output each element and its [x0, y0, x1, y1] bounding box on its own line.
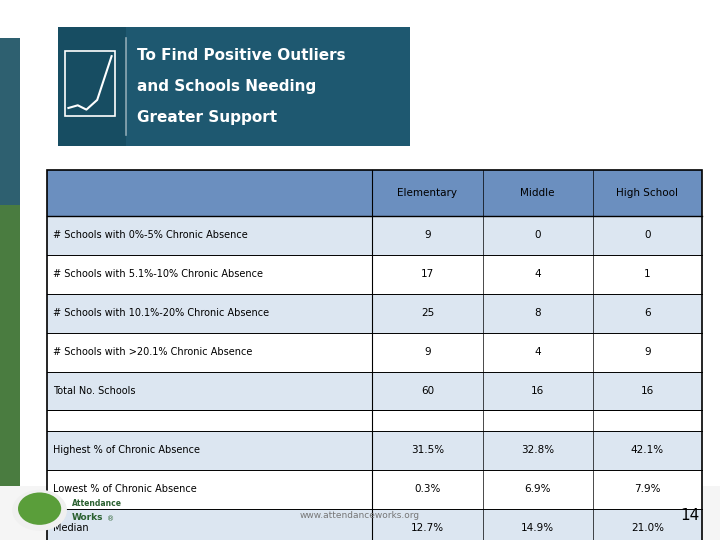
Text: Middle: Middle: [521, 188, 555, 198]
Bar: [47, 410, 702, 431]
Bar: [47, 372, 702, 410]
Text: 25: 25: [421, 308, 434, 318]
Text: 6.9%: 6.9%: [524, 484, 551, 494]
Text: 0: 0: [534, 231, 541, 240]
Text: 14: 14: [680, 508, 700, 523]
Circle shape: [18, 492, 61, 525]
Text: 0.3%: 0.3%: [414, 484, 441, 494]
Text: 6: 6: [644, 308, 651, 318]
Text: 60: 60: [421, 386, 434, 396]
Bar: [47, 333, 702, 372]
Text: # Schools with 0%-5% Chronic Absence: # Schools with 0%-5% Chronic Absence: [53, 231, 247, 240]
Text: 9: 9: [424, 231, 431, 240]
Text: Lowest % of Chronic Absence: Lowest % of Chronic Absence: [53, 484, 197, 494]
Text: 8: 8: [534, 308, 541, 318]
Text: www.attendanceworks.org: www.attendanceworks.org: [300, 511, 420, 520]
Text: Attendance: Attendance: [72, 499, 122, 508]
Text: 12.7%: 12.7%: [411, 523, 444, 533]
Text: 17: 17: [421, 269, 434, 279]
Text: # Schools with 5.1%-10% Chronic Absence: # Schools with 5.1%-10% Chronic Absence: [53, 269, 263, 279]
Bar: [47, 509, 702, 540]
Text: Highest % of Chronic Absence: Highest % of Chronic Absence: [53, 446, 199, 455]
Bar: [47, 216, 702, 255]
Text: 0: 0: [644, 231, 651, 240]
Text: Works: Works: [72, 513, 104, 522]
Text: Total No. Schools: Total No. Schools: [53, 386, 135, 396]
Text: 16: 16: [531, 386, 544, 396]
Text: 4: 4: [534, 347, 541, 357]
Text: 9: 9: [424, 347, 431, 357]
Text: # Schools with 10.1%-20% Chronic Absence: # Schools with 10.1%-20% Chronic Absence: [53, 308, 269, 318]
Text: 14.9%: 14.9%: [521, 523, 554, 533]
Text: # Schools with >20.1% Chronic Absence: # Schools with >20.1% Chronic Absence: [53, 347, 252, 357]
Text: and Schools Needing: and Schools Needing: [137, 79, 316, 94]
Text: Median: Median: [53, 523, 88, 533]
Text: 16: 16: [641, 386, 654, 396]
Bar: [58, 27, 126, 146]
Bar: [0, 486, 720, 540]
Text: Elementary: Elementary: [397, 188, 457, 198]
Circle shape: [12, 490, 67, 531]
Text: Greater Support: Greater Support: [137, 110, 277, 125]
Text: 9: 9: [644, 347, 651, 357]
Bar: [47, 255, 702, 294]
Text: 42.1%: 42.1%: [631, 446, 664, 455]
Bar: [0, 38, 20, 205]
Text: 1: 1: [644, 269, 651, 279]
Text: To Find Positive Outliers: To Find Positive Outliers: [137, 48, 346, 63]
Bar: [47, 470, 702, 509]
Text: High School: High School: [616, 188, 678, 198]
Text: 4: 4: [534, 269, 541, 279]
Bar: [65, 51, 115, 116]
Text: 31.5%: 31.5%: [411, 446, 444, 455]
Bar: [58, 27, 410, 146]
Bar: [0, 205, 20, 486]
Bar: [47, 170, 702, 540]
Text: 21.0%: 21.0%: [631, 523, 664, 533]
Bar: [47, 170, 702, 216]
Bar: [47, 431, 702, 470]
Bar: [47, 294, 702, 333]
Text: ®: ®: [107, 516, 114, 523]
Text: 7.9%: 7.9%: [634, 484, 660, 494]
Text: 32.8%: 32.8%: [521, 446, 554, 455]
